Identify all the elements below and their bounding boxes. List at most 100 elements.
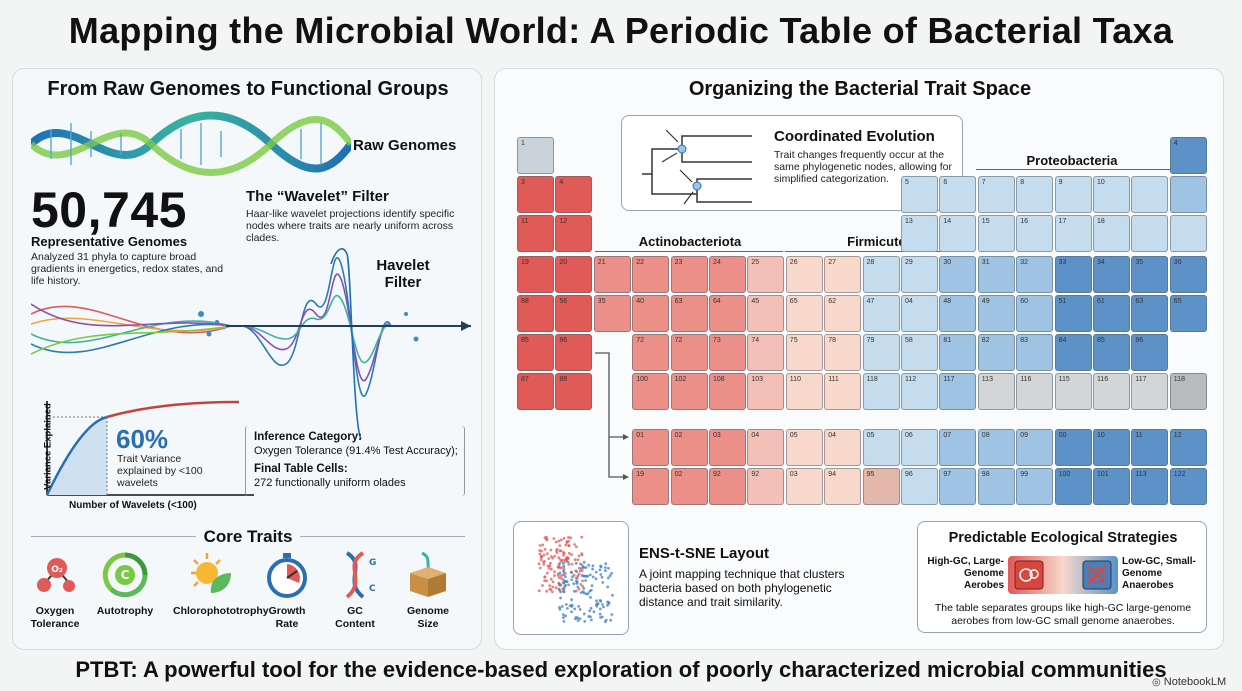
table-cell: 01 xyxy=(632,429,670,466)
table-cell: 65 xyxy=(785,295,823,332)
table-cell: 31 xyxy=(977,256,1015,293)
tsne-point xyxy=(562,587,566,591)
tsne-point xyxy=(543,536,547,540)
tsne-point xyxy=(560,574,563,578)
tsne-point xyxy=(549,548,553,552)
tsne-point xyxy=(601,603,604,606)
tsne-point xyxy=(559,596,562,600)
right-panel-title: Organizing the Bacterial Trait Space xyxy=(688,78,1032,100)
tsne-point xyxy=(562,566,566,570)
tsne-point xyxy=(560,577,564,581)
tsne-point xyxy=(551,580,555,584)
tsne-point xyxy=(542,562,546,566)
table-cell: 13 xyxy=(901,215,938,252)
table-cell: 85 xyxy=(517,334,554,371)
table-cell: 04 xyxy=(901,295,938,332)
tsne-point xyxy=(573,558,577,562)
final-cells-value: 272 functionally uniform olades xyxy=(254,477,406,489)
tsne-point xyxy=(582,591,586,595)
tsne-description: A joint mapping technique that clusters … xyxy=(639,567,845,609)
tsne-point xyxy=(562,551,566,555)
tsne-point xyxy=(608,574,612,578)
table-cell: 17 xyxy=(1054,215,1092,252)
table-cell: 63 xyxy=(670,295,708,332)
tsne-point xyxy=(570,571,573,574)
table-cell: 27 xyxy=(824,256,862,293)
table-cell: 60 xyxy=(1016,295,1054,332)
table-cell: 16 xyxy=(1016,215,1054,252)
tsne-point xyxy=(575,545,578,549)
tsne-point xyxy=(609,618,613,622)
tsne-point xyxy=(599,573,603,576)
oxygen-icon xyxy=(1014,560,1044,590)
coordinated-evolution-description: Trait changes frequently occur at the sa… xyxy=(774,149,953,185)
tsne-point xyxy=(554,540,558,544)
table-cell: 83 xyxy=(1016,334,1054,371)
table-cell: 7 xyxy=(977,176,1015,213)
table-cell: 113 xyxy=(977,373,1015,410)
table-cell: 20 xyxy=(555,256,593,293)
coordinated-evolution-box: Coordinated Evolution Trait changes freq… xyxy=(621,115,963,211)
tsne-point xyxy=(588,609,592,613)
table-cell: 118 xyxy=(862,373,900,410)
tsne-point xyxy=(574,569,578,573)
tsne-point xyxy=(587,563,591,567)
tsne-point xyxy=(575,576,579,580)
table-cell: 100 xyxy=(1054,468,1092,505)
core-traits-title: Core Traits xyxy=(13,527,483,547)
wavelet-filter-description: Haar-like wavelet projections identify s… xyxy=(246,208,455,244)
tsne-point xyxy=(543,575,547,579)
tsne-point xyxy=(598,568,602,572)
svg-text:G: G xyxy=(369,558,376,568)
variance-explained-chart xyxy=(45,400,254,496)
left-panel-title: From Raw Genomes to Functional Groups xyxy=(47,78,449,100)
tsne-point xyxy=(570,598,573,602)
dna-icon: GC xyxy=(345,551,376,599)
tsne-point xyxy=(603,566,607,569)
stopwatch-icon xyxy=(267,553,307,598)
tsne-point xyxy=(589,606,593,610)
tsne-point xyxy=(556,574,560,577)
tsne-point xyxy=(549,577,553,581)
table-cell: 117 xyxy=(939,373,977,410)
table-cell: 56 xyxy=(555,295,593,332)
tsne-point xyxy=(566,607,569,610)
table-cell: 3 xyxy=(517,176,554,213)
tsne-point xyxy=(570,562,574,566)
tsne-point xyxy=(581,565,585,569)
genome-description: Analyzed 31 phyla to capture broad gradi… xyxy=(31,251,224,287)
tsne-point xyxy=(566,557,569,561)
tsne-point xyxy=(567,583,571,587)
tsne-point xyxy=(560,605,564,608)
tsne-point xyxy=(598,599,602,602)
table-cell: 86 xyxy=(1131,334,1169,371)
table-cell: 02 xyxy=(670,429,708,466)
tsne-point xyxy=(568,604,572,608)
tsne-point xyxy=(540,549,543,553)
tsne-point xyxy=(577,566,581,570)
tsne-point xyxy=(548,584,552,587)
tsne-point xyxy=(543,547,547,551)
tsne-point xyxy=(545,571,549,575)
tsne-point xyxy=(574,616,578,619)
tsne-point xyxy=(562,536,566,540)
table-cell: 10 xyxy=(1093,176,1130,213)
tsne-point xyxy=(572,573,576,577)
tsne-point xyxy=(603,620,607,624)
no-oxygen-icon xyxy=(1082,560,1112,590)
table-cell: 86 xyxy=(555,334,593,371)
table-cell: 79 xyxy=(862,334,900,371)
havelet-label-line1: Havelet xyxy=(376,257,430,274)
tsne-point xyxy=(557,583,561,586)
table-cell: 11 xyxy=(517,215,554,252)
tsne-point xyxy=(604,569,607,573)
tsne-point xyxy=(547,566,551,570)
table-cell: 04 xyxy=(824,429,862,466)
tsne-point xyxy=(577,605,581,608)
tsne-point xyxy=(550,567,553,571)
tsne-point xyxy=(610,571,613,575)
tsne-point xyxy=(545,589,549,593)
table-cell: 92 xyxy=(747,468,785,505)
table-cell: 108 xyxy=(709,373,746,410)
table-cell: 99 xyxy=(1016,468,1054,505)
